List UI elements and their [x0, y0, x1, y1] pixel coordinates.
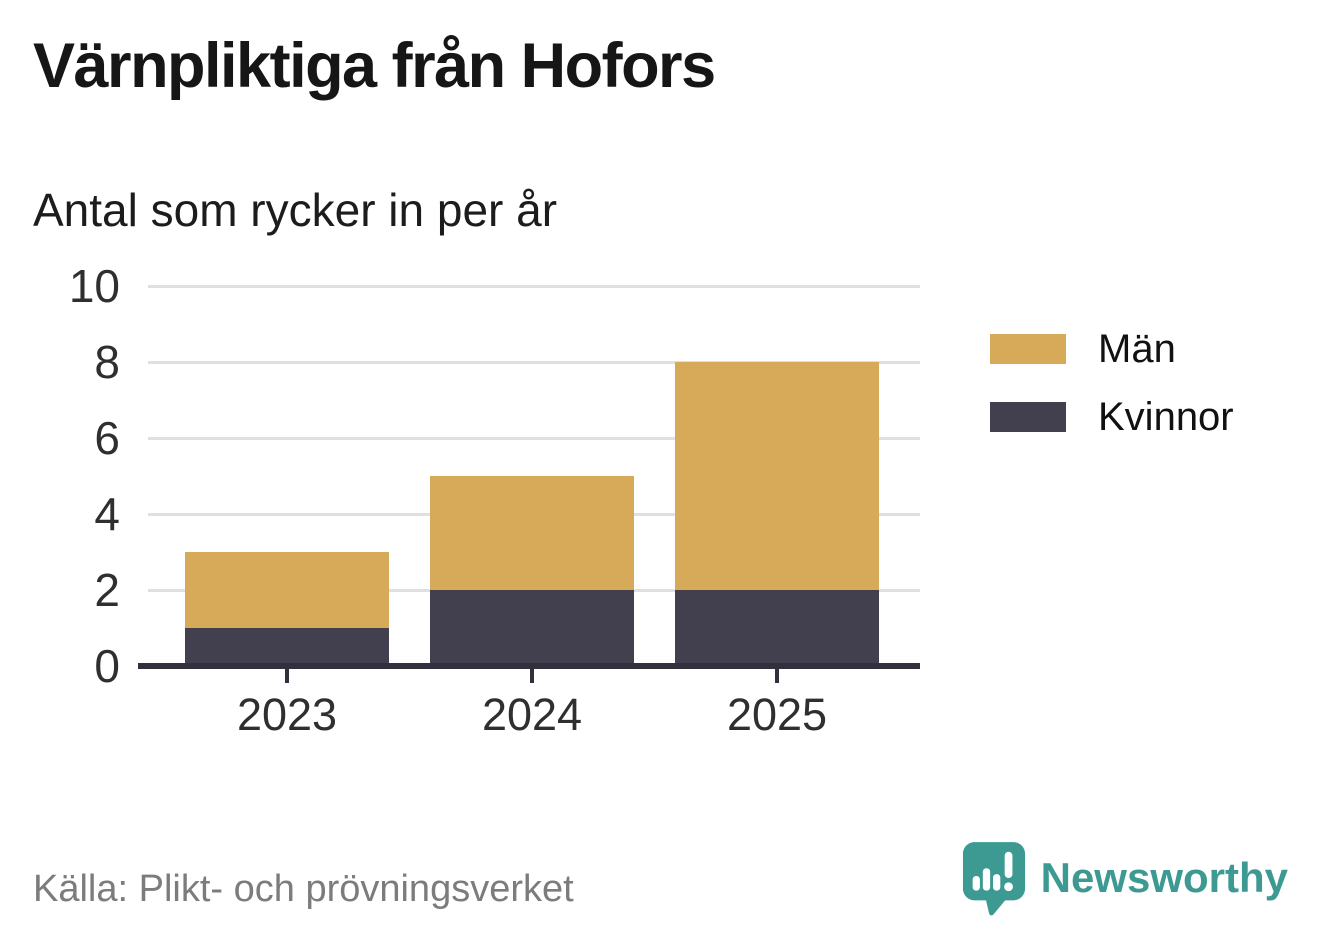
y-axis-tick-label: 0: [94, 640, 120, 692]
bar-segment-män-2025: [675, 362, 879, 590]
brand-logo: Newsworthy: [961, 840, 1288, 916]
legend-swatch-men: [990, 334, 1066, 364]
y-axis-tick-label: 6: [94, 412, 120, 464]
x-axis-baseline: [138, 663, 920, 669]
legend-item-women: Kvinnor: [990, 397, 1234, 437]
newsworthy-icon: [962, 842, 1025, 916]
bar-segment-män-2024: [430, 476, 634, 590]
legend-label-men: Män: [1098, 327, 1176, 371]
x-axis-tick-label: 2024: [481, 689, 583, 740]
bar-segment-män-2023: [185, 552, 389, 628]
brand-name: Newsworthy: [1040, 854, 1288, 901]
bar-segment-kvinnor-2025: [675, 590, 879, 666]
x-axis-tick-label: 2025: [726, 689, 828, 740]
chart-title: Värnpliktiga från Hofors: [33, 31, 716, 101]
source-note: Källa: Plikt- och prövningsverket: [33, 868, 574, 910]
legend: Män Kvinnor: [990, 329, 1234, 465]
legend-item-men: Män: [990, 329, 1234, 369]
gridline: [148, 437, 920, 440]
y-axis-tick-label: 2: [94, 564, 120, 616]
y-axis-tick-label: 4: [94, 488, 120, 540]
legend-swatch-women: [990, 402, 1066, 432]
legend-label-women: Kvinnor: [1098, 395, 1234, 439]
x-axis-tick-mark: [530, 669, 534, 683]
chart-subtitle: Antal som rycker in per år: [33, 184, 558, 236]
x-axis-tick-mark: [285, 669, 289, 683]
gridline: [148, 361, 920, 364]
y-axis-tick-label: 10: [68, 260, 120, 312]
x-axis-tick-mark: [775, 669, 779, 683]
bar-segment-kvinnor-2023: [185, 628, 389, 666]
bar-segment-kvinnor-2024: [430, 590, 634, 666]
gridline: [148, 285, 920, 288]
y-axis-tick-label: 8: [94, 336, 120, 388]
x-axis-tick-label: 2023: [236, 689, 338, 740]
